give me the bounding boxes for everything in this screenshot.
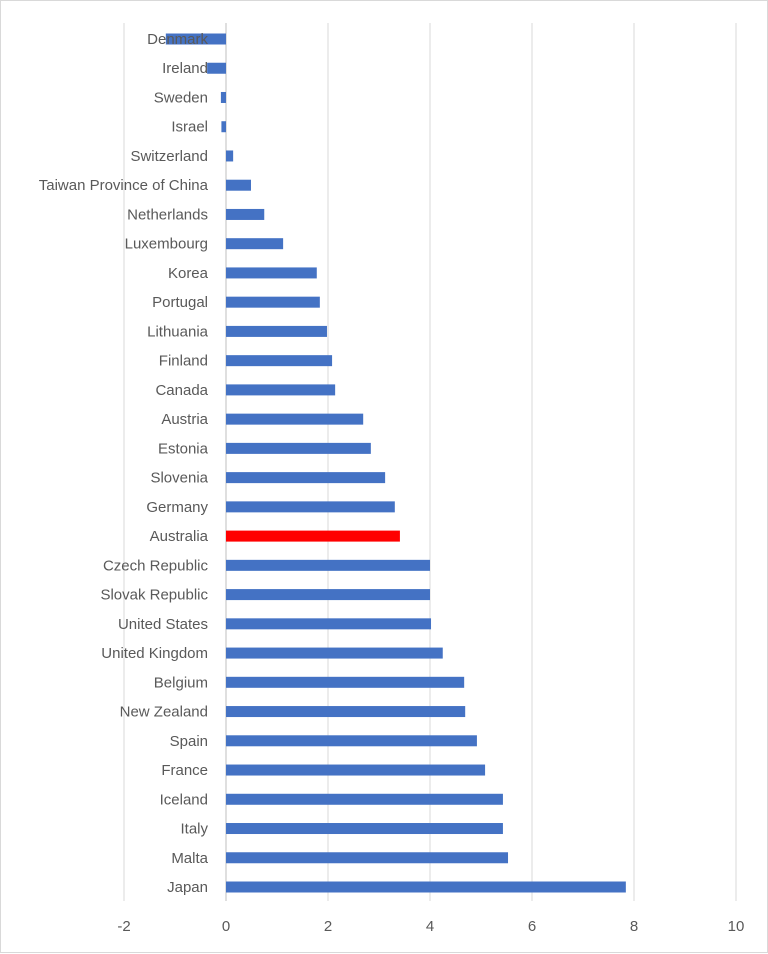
category-label: Switzerland — [130, 148, 208, 165]
category-label: Czech Republic — [103, 557, 209, 574]
category-label: Israel — [171, 119, 208, 136]
x-tick-label: 8 — [630, 918, 638, 935]
bar — [226, 296, 320, 308]
bar — [226, 150, 234, 162]
category-label: Malta — [171, 850, 208, 867]
category-label: France — [161, 762, 208, 779]
x-tick-label: 6 — [528, 918, 536, 935]
bar — [221, 121, 226, 133]
category-label: United Kingdom — [101, 645, 208, 662]
bar — [226, 179, 251, 191]
bar — [226, 618, 432, 630]
bar — [226, 472, 386, 484]
category-label: New Zealand — [120, 704, 208, 721]
category-label: Germany — [146, 499, 208, 516]
bar — [226, 852, 509, 864]
category-label: Australia — [150, 528, 209, 545]
category-label: Portugal — [152, 294, 208, 311]
bar — [226, 706, 466, 718]
category-label: Slovak Republic — [100, 587, 208, 604]
category-label: United States — [118, 616, 208, 633]
category-label: Finland — [159, 353, 208, 370]
bar — [220, 91, 226, 103]
bar — [207, 62, 226, 74]
bar — [226, 881, 626, 893]
category-label: Sweden — [154, 89, 208, 106]
bar — [226, 355, 333, 367]
bar — [226, 530, 400, 542]
x-tick-label: 2 — [324, 918, 332, 935]
x-tick-label: -2 — [117, 918, 130, 935]
category-label: Italy — [180, 821, 208, 838]
x-tick-label: 0 — [222, 918, 230, 935]
bar — [226, 208, 265, 220]
bar — [226, 325, 327, 337]
category-label: Lithuania — [147, 323, 209, 340]
bar — [226, 589, 430, 601]
bar — [226, 647, 443, 659]
category-label: Japan — [167, 879, 208, 896]
x-tick-label: 4 — [426, 918, 434, 935]
bar — [226, 384, 336, 396]
category-label: Iceland — [160, 791, 208, 808]
category-label: Taiwan Province of China — [39, 177, 209, 194]
bar — [226, 442, 371, 454]
category-label: Ireland — [162, 60, 208, 77]
bar — [226, 823, 503, 835]
category-label: Slovenia — [150, 470, 208, 487]
bar — [226, 735, 477, 747]
bar — [226, 764, 486, 776]
x-tick-label: 10 — [728, 918, 745, 935]
category-label: Luxembourg — [125, 236, 208, 253]
category-label: Spain — [170, 733, 208, 750]
bar — [226, 413, 364, 425]
category-label: Canada — [155, 382, 208, 399]
bar — [226, 238, 284, 250]
bar — [226, 676, 465, 688]
category-label: Belgium — [154, 674, 208, 691]
bar — [226, 793, 503, 805]
bar — [226, 267, 317, 279]
category-label: Estonia — [158, 440, 209, 457]
category-label: Austria — [161, 411, 208, 428]
bar — [226, 501, 395, 513]
category-label: Netherlands — [127, 206, 208, 223]
category-label: Korea — [168, 265, 209, 282]
category-label: Denmark — [147, 31, 208, 48]
bar — [165, 33, 226, 45]
bar — [226, 559, 430, 571]
